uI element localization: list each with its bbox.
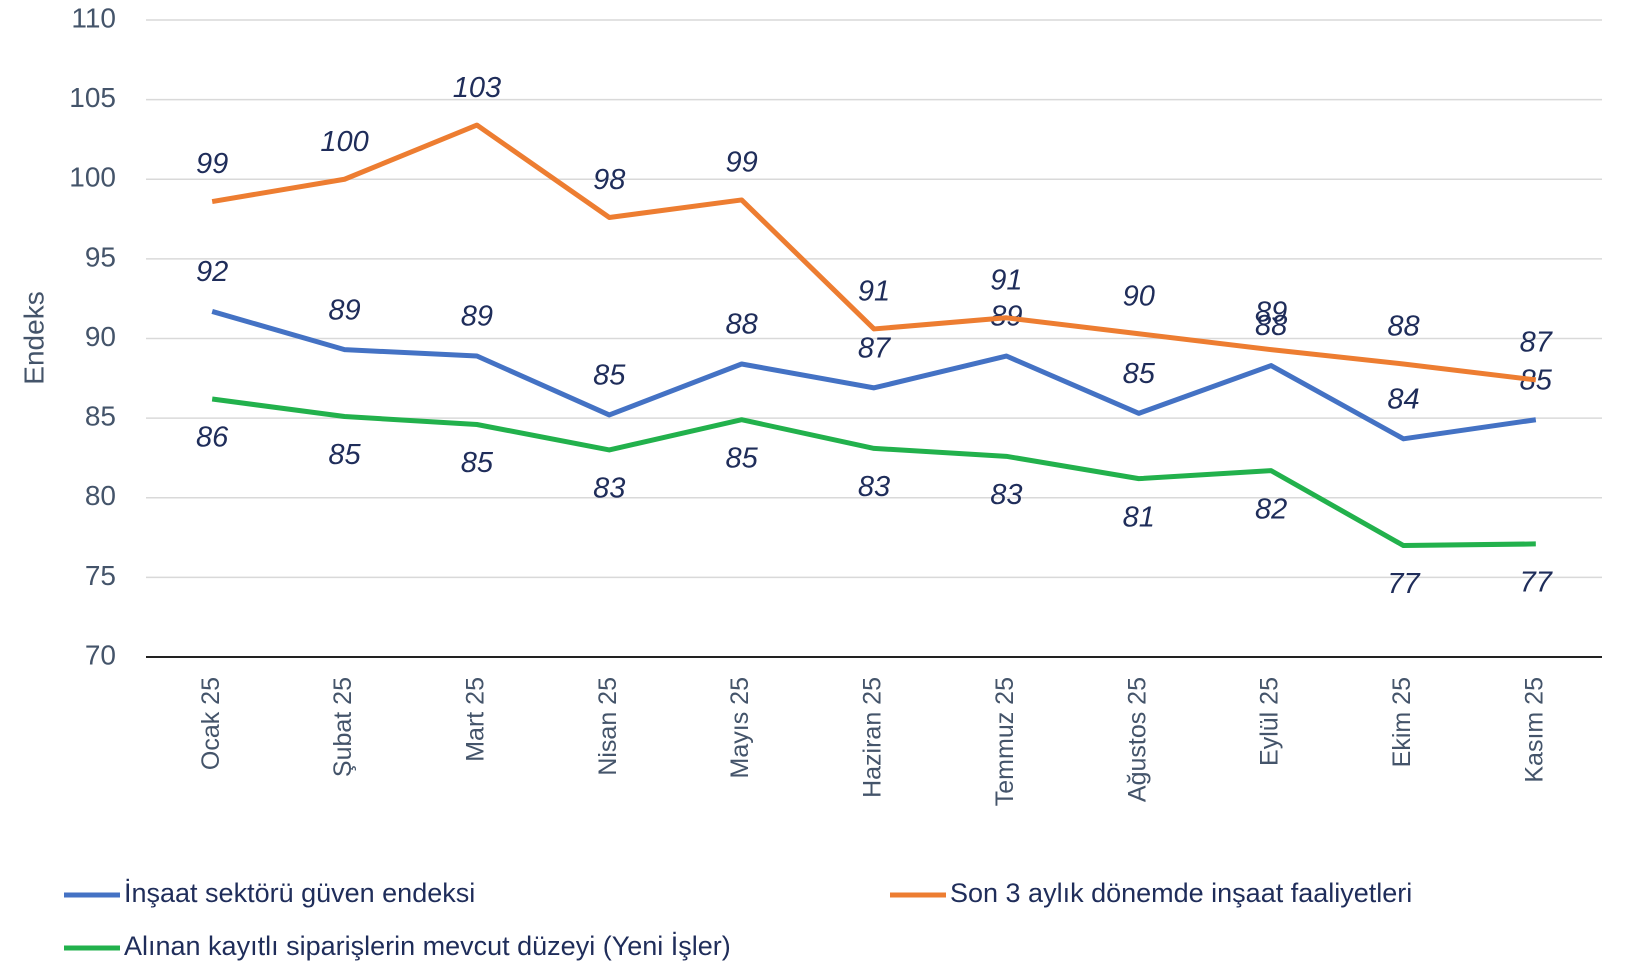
x-tick-label: Mart 25: [462, 677, 490, 762]
data-label: 103: [453, 72, 501, 104]
data-label: 89: [328, 294, 360, 326]
x-tick-label: Temmuz 25: [991, 677, 1019, 806]
x-tick-label: Ocak 25: [197, 677, 225, 770]
data-label: 84: [1387, 383, 1419, 415]
y-tick-label: 90: [85, 321, 116, 352]
data-label: 88: [726, 309, 758, 341]
x-tick-label: Eylül 25: [1256, 677, 1284, 766]
data-label: 92: [196, 256, 228, 288]
data-label: 83: [858, 471, 890, 503]
x-tick-label: Ekim 25: [1388, 677, 1416, 767]
data-label: 89: [1255, 296, 1287, 328]
data-label: 99: [196, 148, 228, 180]
x-tick-label: Kasım 25: [1520, 677, 1548, 783]
x-tick-label: Haziran 25: [859, 677, 887, 798]
data-label: 85: [726, 442, 759, 474]
data-label: 81: [1123, 501, 1155, 533]
data-label: 100: [320, 126, 368, 158]
data-label: 86: [196, 422, 229, 454]
data-label: 87: [1520, 327, 1554, 359]
data-label: 85: [593, 360, 626, 392]
data-label: 99: [726, 147, 758, 179]
legend-label: Alınan kayıtlı siparişlerin mevcut düzey…: [124, 930, 731, 961]
x-tick-label: Ağustos 25: [1123, 677, 1151, 802]
y-tick-label: 95: [85, 241, 116, 272]
data-label: 90: [1123, 280, 1155, 312]
data-label: 82: [1255, 493, 1287, 525]
series-line: [211, 309, 1537, 442]
x-tick-label: Mayıs 25: [726, 677, 754, 778]
legend-label: Son 3 aylık dönemde inşaat faaliyetleri: [950, 878, 1412, 908]
data-label: 87: [858, 333, 892, 365]
data-label: 98: [593, 164, 625, 196]
legend-label: İnşaat sektörü güven endeksi: [124, 877, 475, 908]
y-tick-label: 70: [85, 639, 116, 670]
data-label: 91: [858, 276, 890, 308]
y-tick-label: 100: [69, 162, 116, 193]
y-tick-label: 80: [85, 480, 116, 511]
data-label: 83: [990, 479, 1022, 511]
y-tick-label: 75: [85, 560, 116, 591]
data-label: 85: [328, 439, 361, 471]
data-label: 77: [1520, 567, 1554, 599]
x-tick-label: Şubat 25: [329, 677, 357, 777]
y-tick-label: 105: [69, 82, 116, 113]
data-label: 85: [461, 447, 494, 479]
data-label: 88: [1255, 310, 1287, 342]
data-label: 88: [1387, 311, 1419, 343]
y-tick-label: 110: [71, 2, 116, 33]
x-tick-label: Nisan 25: [594, 677, 622, 776]
y-axis-label: Endeks: [18, 291, 49, 384]
data-label: 89: [461, 301, 493, 333]
data-label: 85: [1123, 358, 1156, 390]
data-label: 83: [593, 473, 625, 505]
data-label: 91: [990, 264, 1022, 296]
series-line: [211, 122, 1537, 383]
series-line: [211, 396, 1536, 549]
y-tick-label: 85: [85, 401, 116, 432]
data-label: 77: [1387, 568, 1421, 600]
